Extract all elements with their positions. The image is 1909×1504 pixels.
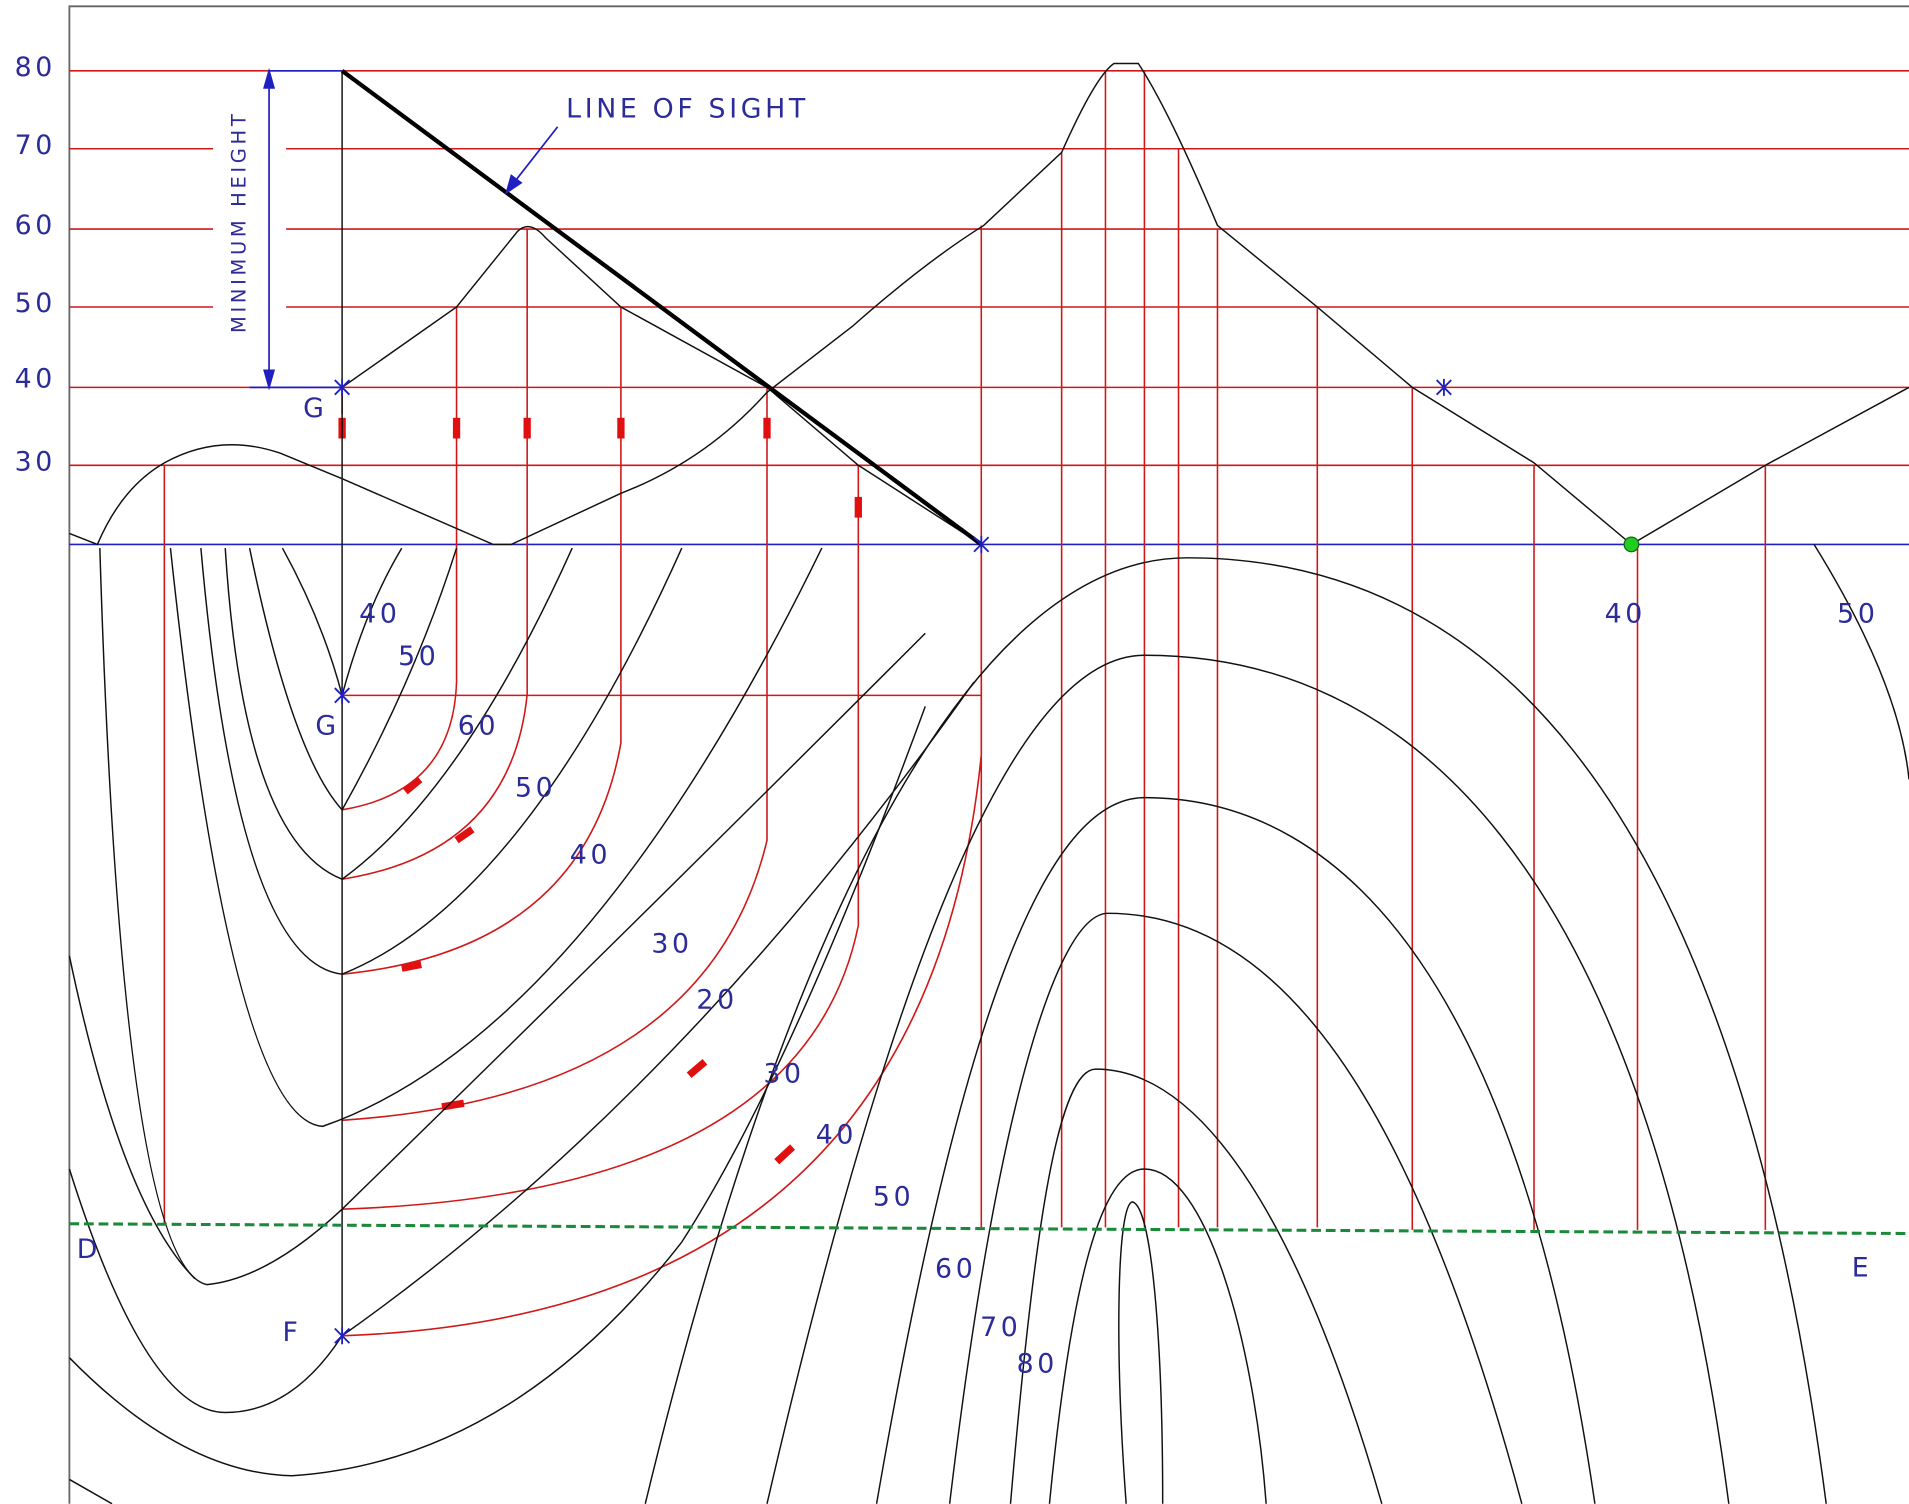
point	[1623, 536, 1640, 553]
scale-label: 50	[15, 288, 56, 319]
contour-label: 30	[651, 928, 692, 959]
scale-label: 60	[15, 210, 56, 241]
contour-label: 40	[1605, 599, 1646, 630]
line-of-sight	[340, 69, 983, 547]
annotation: LINE OF SIGHT	[566, 93, 809, 124]
point-label: G	[315, 711, 339, 742]
scale: 80 70 60 50 40 30	[15, 52, 56, 477]
scale-label: 30	[15, 446, 56, 477]
contours	[68, 62, 1909, 1504]
contour-label: 40	[570, 840, 611, 871]
point-label: F	[282, 1317, 301, 1348]
contour-label: 80	[1017, 1348, 1058, 1379]
annotation: MINIMUM HEIGHT	[227, 111, 250, 333]
contour-label: 50	[515, 773, 556, 804]
frame	[68, 5, 1909, 1504]
contour-label: 50	[398, 641, 439, 672]
minimum-height-dimension	[249, 67, 559, 391]
scale-label: 80	[15, 52, 56, 83]
point-label: G	[303, 393, 327, 424]
contour-label: 40	[816, 1120, 857, 1151]
contour-label: 60	[935, 1254, 976, 1285]
point-label: D	[77, 1234, 101, 1265]
contour-label: 50	[1837, 599, 1878, 630]
contour-label: 20	[696, 984, 737, 1015]
point-label: E	[1852, 1252, 1873, 1283]
contour-label: 50	[873, 1182, 914, 1213]
elevation-lines	[69, 70, 1909, 697]
contour-label: 40	[359, 599, 400, 630]
projection-lines	[163, 70, 1767, 1337]
contour-label: 60	[458, 711, 499, 742]
contour-labels: 40 50 60 50 40 30 20 30 40 50 60 70 80 4…	[359, 599, 1878, 1380]
contour-label: 70	[980, 1312, 1021, 1343]
red-ticks	[338, 417, 862, 1165]
scale-label: 40	[15, 364, 56, 395]
scale-label: 70	[15, 130, 56, 161]
contour-label: 30	[763, 1059, 804, 1090]
station-markers	[334, 378, 1452, 1345]
